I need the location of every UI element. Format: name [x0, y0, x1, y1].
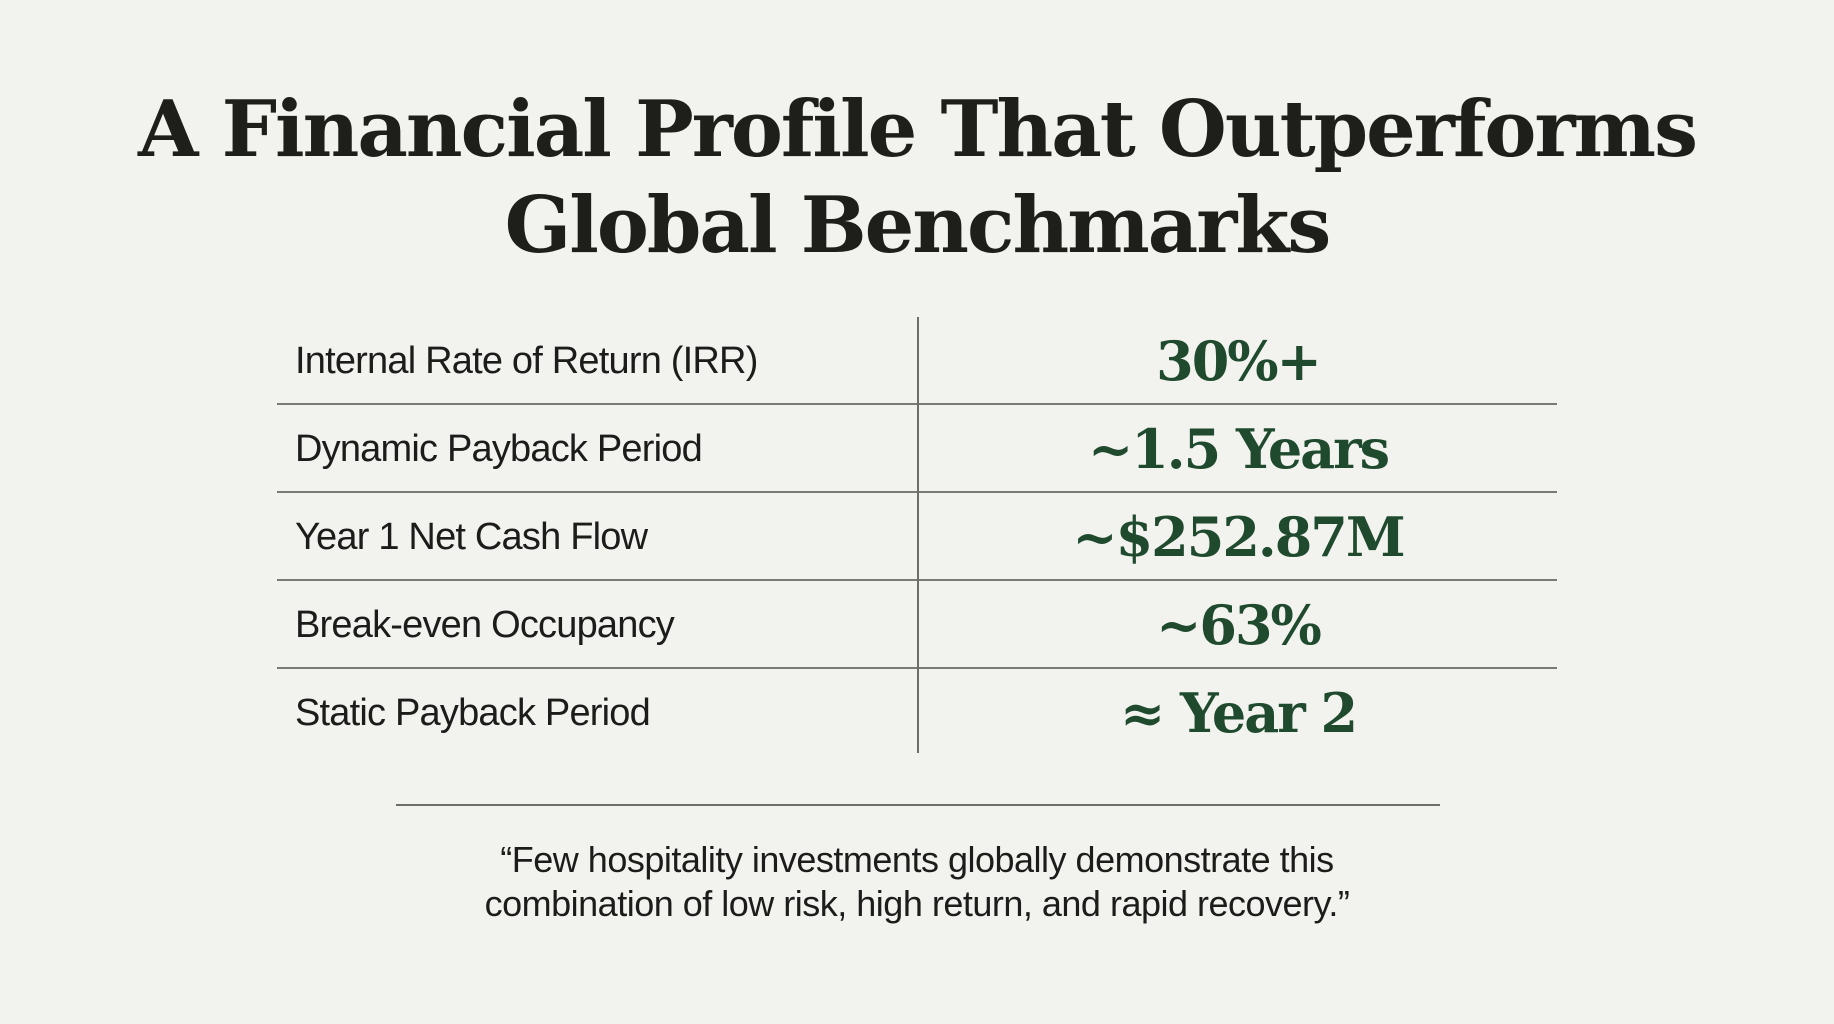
column-divider [917, 317, 919, 753]
metric-label: Internal Rate of Return (IRR) [295, 340, 758, 382]
metric-value: 30%+ [1156, 329, 1322, 393]
quote-separator [396, 804, 1440, 806]
title-line-1: A Financial Profile That Outperforms [137, 84, 1698, 175]
metric-label: Dynamic Payback Period [295, 428, 703, 470]
metric-label: Break-even Occupancy [295, 604, 675, 646]
metric-value: ~1.5 Years [1087, 417, 1390, 481]
quote-line-2: combination of low risk, high return, an… [484, 883, 1350, 924]
metric-label: Static Payback Period [295, 692, 651, 734]
title-line-2: Global Benchmarks [504, 180, 1332, 271]
metrics-table: Internal Rate of Return (IRR) 30%+ Dynam… [277, 317, 1557, 753]
quote-line-1: “Few hospitality investments globally de… [500, 839, 1334, 880]
metric-label: Year 1 Net Cash Flow [295, 516, 648, 558]
metric-value: ~63% [1156, 593, 1322, 657]
table-row: Year 1 Net Cash Flow ~$252.87M [277, 493, 1557, 581]
metric-value: ~$252.87M [1072, 505, 1405, 569]
table-row: Static Payback Period ≈ Year 2 [277, 669, 1557, 757]
closing-quote: “Few hospitality investments globally de… [0, 838, 1834, 926]
metric-value: ≈ Year 2 [1119, 681, 1358, 745]
page-title: A Financial Profile That Outperforms Glo… [0, 82, 1834, 274]
